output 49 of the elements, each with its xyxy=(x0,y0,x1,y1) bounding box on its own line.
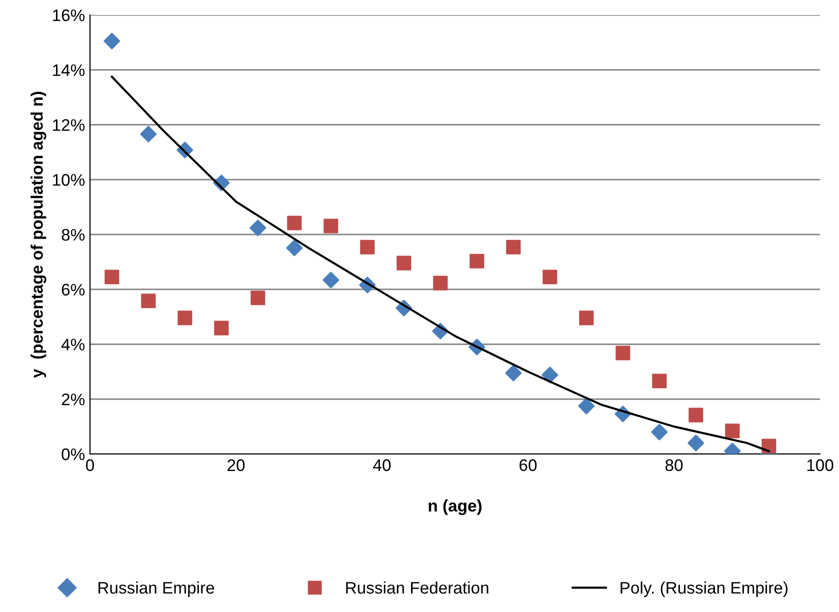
point xyxy=(578,398,595,414)
point xyxy=(178,310,192,326)
point xyxy=(141,294,156,308)
point xyxy=(542,366,558,384)
point xyxy=(651,424,668,440)
y-tick-label: 2% xyxy=(62,394,85,406)
point xyxy=(688,434,704,452)
x-tick-label: 100 xyxy=(807,459,834,472)
y-tick-label: 4% xyxy=(61,338,85,350)
point xyxy=(287,216,302,230)
x-tick-label: 80 xyxy=(665,459,683,472)
point xyxy=(505,364,522,382)
legend-label: Russian Empire xyxy=(98,581,214,597)
point xyxy=(396,256,412,270)
point xyxy=(470,254,484,268)
y-tick-label: 6% xyxy=(62,284,85,296)
point xyxy=(140,126,157,142)
point xyxy=(214,320,229,336)
y-tick-label: 16% xyxy=(53,9,85,22)
point xyxy=(324,218,338,234)
point xyxy=(762,438,776,454)
point xyxy=(506,240,521,254)
y-tick-label: 0% xyxy=(62,448,85,460)
point xyxy=(104,32,120,50)
y-tick-label: 12% xyxy=(53,119,85,131)
legend-label: Russian Federation xyxy=(346,581,488,594)
x-tick-label: 0 xyxy=(86,459,94,472)
y-tick-label: 14% xyxy=(53,64,85,76)
point xyxy=(360,240,375,254)
point xyxy=(616,346,630,360)
point xyxy=(688,408,704,422)
x-tick-label: 20 xyxy=(228,459,245,472)
point xyxy=(286,240,303,256)
point xyxy=(433,276,448,290)
point xyxy=(250,290,266,306)
legend-label: Poly. (Russian Empire) xyxy=(620,581,788,597)
point xyxy=(579,310,594,326)
point xyxy=(542,270,558,284)
point xyxy=(250,220,266,236)
point xyxy=(652,374,667,388)
y-axis-title: y (percentage of population aged n) xyxy=(30,92,46,378)
point xyxy=(322,272,340,288)
y-tick-label: 8% xyxy=(62,228,85,241)
point xyxy=(104,270,120,284)
x-axis-title: n (age) xyxy=(428,499,482,516)
x-tick-label: 40 xyxy=(373,459,391,472)
point xyxy=(725,424,740,438)
y-tick-label: 10% xyxy=(53,174,85,186)
x-tick-label: 60 xyxy=(520,459,537,472)
